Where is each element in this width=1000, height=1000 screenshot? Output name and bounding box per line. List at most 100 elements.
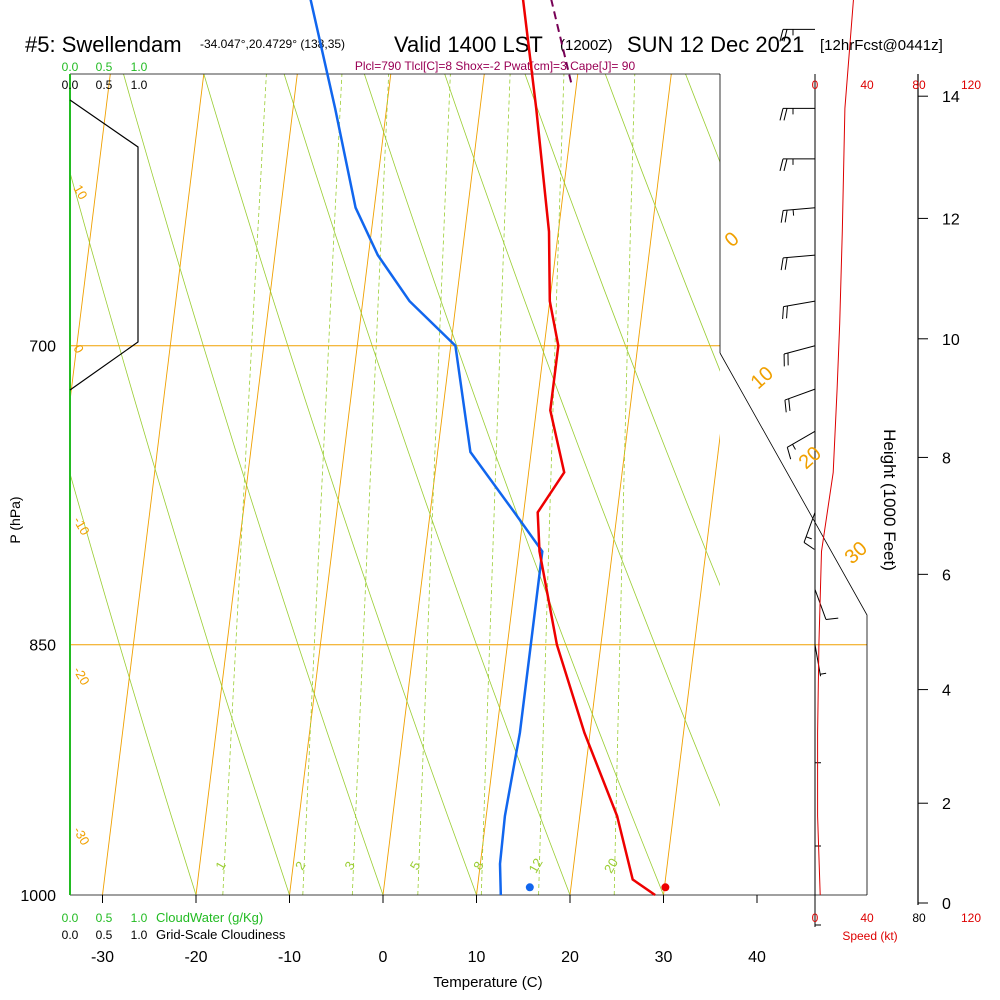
wind-barb-flag [779, 158, 784, 171]
isotherm-lines [0, 0, 1000, 895]
surface-dewpoint-marker [525, 883, 534, 892]
mixing-ratio-label: 20 [601, 856, 621, 876]
mixing-ratio-line [480, 74, 511, 895]
dewpoint-line [309, 0, 544, 896]
temperature-tick-labels: -30 -20 -10 0 10 20 30 40 [91, 895, 766, 966]
wind-barb [782, 300, 816, 320]
wind-barb [780, 254, 816, 271]
temperature-tick-label: -30 [91, 949, 114, 966]
mixing-ratio-line [302, 74, 343, 895]
dry-adiabat-line [123, 74, 384, 895]
wind-barb [780, 207, 816, 223]
cloudwater-tick-label: 0.5 [96, 911, 113, 925]
cloudwater-tick-label: 0.5 [96, 60, 113, 74]
isotherm-line [0, 0, 179, 895]
cloudiness-axis-title: Grid-Scale Cloudiness [156, 927, 286, 942]
height-tick-label: 8 [942, 450, 951, 467]
dry-adiabat-lines [70, 0, 1000, 895]
isotherm-line [382, 74, 485, 895]
pressure-tick-label: 700 [29, 339, 56, 356]
dry-adiabat-line [70, 171, 290, 895]
isotherm-label: 0 [721, 228, 744, 252]
speed-tick-label: 120 [961, 911, 981, 925]
station-coords: -34.047°,20.4729° (138,35) [200, 37, 345, 51]
zulu-time: (1200Z) [560, 37, 613, 54]
height-tick-label: 12 [942, 211, 960, 228]
wind-barb-flag [780, 257, 784, 271]
dry-adiabat-line [444, 74, 720, 807]
wind-barb-flag [783, 29, 788, 42]
height-tick-labels: 02468101214161820222426283032 [918, 89, 960, 913]
speed-tick-label: 0 [812, 78, 819, 92]
dry-adiabat-line [203, 74, 477, 895]
speed-tick-label: 80 [912, 78, 926, 92]
wind-barb [814, 816, 821, 849]
dry-adiabat-label: -10 [70, 514, 92, 538]
dry-adiabat-line [283, 74, 571, 895]
cloudwater-axis-title: CloudWater (g/Kg) [156, 910, 263, 925]
temperature-tick-label: 0 [379, 949, 388, 966]
cloudwater-tick-label: 0.0 [62, 60, 79, 74]
pressure-tick-labels: 2503004005007008501000 [20, 339, 56, 905]
wind-barb-staff [783, 300, 816, 308]
height-tick-label: 6 [942, 567, 951, 584]
dry-adiabat-label: -30 [70, 824, 92, 848]
speed-tick-label: 120 [961, 78, 981, 92]
wind-barb-half-flag [792, 444, 796, 450]
wind-barb-flag [784, 210, 788, 223]
wind-barb-staff [784, 388, 816, 401]
temperature-tick-label: 40 [748, 949, 766, 966]
temperature-line [521, 0, 656, 897]
dry-adiabat-line [566, 0, 1000, 895]
dry-adiabat-label: 0 [70, 342, 87, 356]
wind-barb-flag [779, 108, 784, 121]
wind-barb-flag [782, 306, 784, 320]
forecast-label: [12hrFcst@0441z] [820, 37, 943, 54]
isotherm-line [476, 74, 579, 895]
wind-barb-flag [786, 447, 792, 460]
pressure-axis-title: P (hPa) [7, 496, 23, 543]
dry-adiabat-line [604, 74, 720, 372]
cloudwater-tick-label: 1.0 [131, 60, 148, 74]
height-tick-label: 14 [942, 89, 960, 106]
dry-adiabat-line [524, 74, 720, 587]
mixing-ratio-label: 8 [470, 859, 487, 873]
height-tick-label: 4 [942, 683, 951, 700]
wind-barb [814, 644, 827, 677]
cloudiness-tick-label: 1.0 [131, 928, 148, 942]
speed-tick-label: 40 [860, 911, 874, 925]
mixing-ratio-line [417, 74, 451, 895]
wind-barb-staff [783, 345, 816, 355]
cloudiness-tick-label: 0.5 [96, 928, 113, 942]
dry-adiabat-label: -20 [70, 664, 92, 688]
speed-tick-labels-top: 0 40 80 120 [812, 78, 982, 92]
pressure-tick-label: 850 [29, 638, 56, 655]
isotherm-line [851, 0, 1000, 895]
wind-barb [779, 158, 815, 171]
dry-adiabat-line [70, 472, 197, 895]
wind-barb [814, 895, 821, 927]
temperature-tick-label: 20 [561, 949, 579, 966]
dry-adiabat-line [503, 0, 1000, 895]
plot-frame [69, 73, 868, 896]
cloudwater-tick-label: 0.0 [62, 911, 79, 925]
wind-barb-staff [814, 644, 822, 677]
speed-tick-label: 0 [812, 911, 819, 925]
wind-barb-staff [783, 254, 816, 259]
mixing-ratio-line [222, 74, 267, 895]
isotherm-labels: 0 10 20 30 [721, 228, 872, 569]
wind-barb [803, 512, 816, 550]
cloudiness-profile [69, 99, 139, 391]
mixing-ratio-line [538, 74, 565, 895]
dry-adiabat-label: 10 [70, 182, 90, 202]
stability-params: Plcl=790 Tlcl[C]=8 Shox=-2 Pwat[cm]=3 Ca… [355, 59, 636, 73]
wind-speed-profile [817, 0, 854, 896]
isotherm-label: 10 [747, 362, 778, 393]
height-axis-title: Height (1000 Feet) [880, 429, 899, 571]
mixing-ratio-lines [222, 74, 636, 895]
isobar-lines [70, 345, 867, 646]
wind-barb-flag [786, 305, 788, 319]
wind-barb-staff [803, 512, 816, 543]
